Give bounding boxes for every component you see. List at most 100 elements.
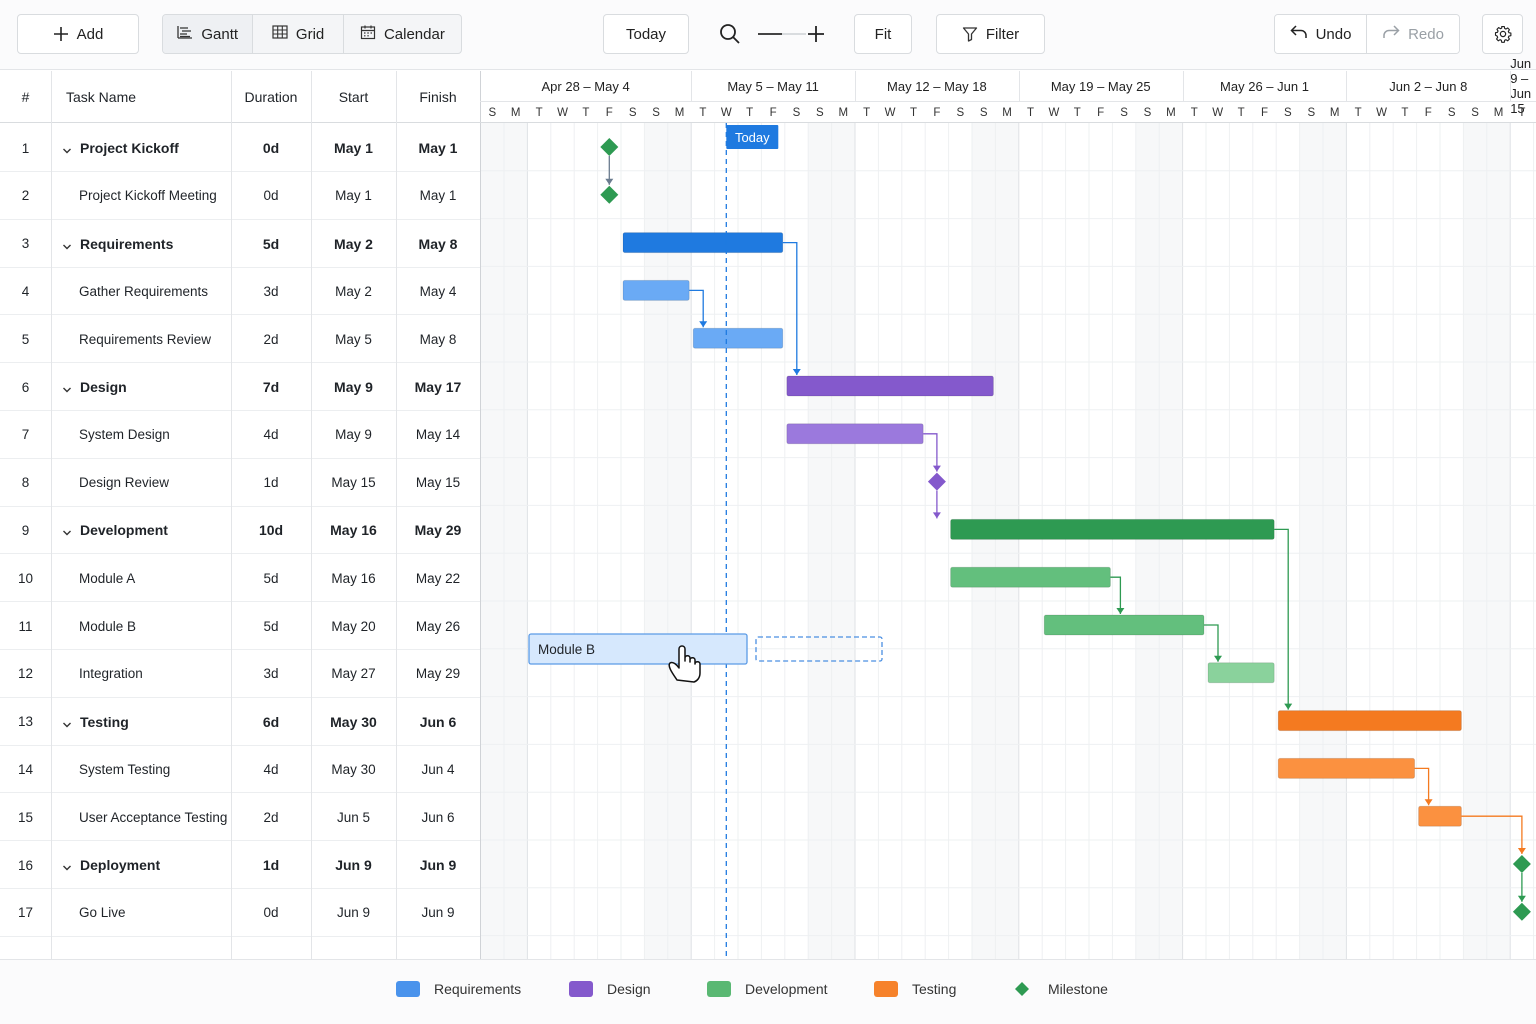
chevron-down-icon[interactable]: [62, 717, 72, 728]
duration-cell[interactable]: 5d: [263, 570, 279, 586]
finish-cell[interactable]: May 14: [415, 427, 461, 443]
finish-cell[interactable]: May 26: [415, 618, 461, 634]
summary-bar[interactable]: [622, 232, 784, 254]
summary-bar[interactable]: [1277, 710, 1462, 732]
duration-cell[interactable]: 6d: [262, 713, 280, 730]
task-name-cell[interactable]: Requirements Review: [79, 315, 231, 363]
today-button[interactable]: Today: [603, 14, 689, 54]
col-start-header[interactable]: Start: [338, 89, 369, 105]
finish-cell[interactable]: May 15: [415, 475, 461, 491]
summary-row[interactable]: 16 Deployment 1d Jun 9 Jun 9: [0, 841, 480, 889]
duration-cell[interactable]: 0d: [262, 140, 280, 156]
tab-calendar[interactable]: Calendar: [344, 15, 461, 53]
milestone-marker[interactable]: [600, 138, 619, 156]
start-cell[interactable]: May 5: [335, 331, 372, 347]
col-finish-header[interactable]: Finish: [419, 89, 457, 105]
finish-cell[interactable]: Jun 9: [421, 905, 455, 921]
start-cell[interactable]: May 2: [334, 235, 373, 252]
splitter[interactable]: [480, 71, 481, 959]
task-name-cell[interactable]: Project Kickoff: [62, 124, 231, 172]
chevron-down-icon[interactable]: [62, 239, 72, 250]
duration-cell[interactable]: 5d: [263, 618, 279, 634]
settings-button[interactable]: [1482, 14, 1523, 54]
zoom-search-icon[interactable]: [718, 22, 742, 46]
task-bar[interactable]: [1418, 805, 1462, 827]
chevron-down-icon[interactable]: [62, 143, 72, 154]
start-cell[interactable]: May 9: [335, 427, 372, 443]
col-num-header[interactable]: #: [21, 89, 30, 105]
start-cell[interactable]: May 1: [334, 140, 373, 156]
task-bar[interactable]: [950, 566, 1111, 588]
finish-cell[interactable]: May 22: [415, 570, 461, 586]
chevron-down-icon[interactable]: [62, 860, 72, 871]
duration-cell[interactable]: 7d: [262, 379, 280, 395]
milestone-marker[interactable]: [1512, 902, 1531, 921]
task-name-cell[interactable]: System Testing: [79, 745, 231, 793]
task-name-cell[interactable]: Testing: [62, 698, 231, 746]
duration-cell[interactable]: 3d: [263, 283, 279, 299]
task-name-cell[interactable]: Module A: [79, 554, 231, 602]
finish-cell[interactable]: May 1: [419, 188, 457, 204]
col-name-header[interactable]: Task Name: [66, 89, 137, 105]
finish-cell[interactable]: Jun 6: [421, 809, 455, 825]
finish-cell[interactable]: May 1: [418, 140, 458, 156]
task-name-cell[interactable]: Deployment: [62, 841, 231, 889]
summary-bar[interactable]: [950, 518, 1275, 540]
fit-button[interactable]: Fit: [854, 14, 912, 54]
task-name-cell[interactable]: System Design: [79, 411, 231, 459]
summary-row[interactable]: 9 Development 10d May 16 May 29: [0, 506, 480, 555]
tab-gantt[interactable]: Gantt: [163, 15, 254, 53]
start-cell[interactable]: Jun 9: [335, 857, 372, 873]
table-row[interactable]: 5 Requirements Review 2d May 5 May 8: [0, 315, 480, 364]
task-name-cell[interactable]: Project Kickoff Meeting: [79, 172, 231, 220]
table-row[interactable]: 7 System Design 4d May 9 May 14: [0, 411, 480, 459]
finish-cell[interactable]: Jun 4: [421, 761, 455, 777]
redo-button[interactable]: Redo: [1367, 15, 1459, 53]
zoom-in-icon[interactable]: [806, 24, 826, 44]
duration-cell[interactable]: 1d: [262, 857, 280, 873]
summary-row[interactable]: 3 Requirements 5d May 2 May 8: [0, 220, 480, 268]
task-name-cell[interactable]: Module B: [79, 602, 231, 650]
task-name-cell[interactable]: Requirements: [62, 220, 231, 268]
summary-row[interactable]: 13 Testing 6d May 30 Jun 6: [0, 698, 480, 746]
task-name-cell[interactable]: User Acceptance Testing: [79, 793, 231, 841]
task-bar[interactable]: [1043, 614, 1205, 636]
task-name-cell[interactable]: Go Live: [79, 889, 231, 937]
table-row[interactable]: 8 Design Review 1d May 15 May 15: [0, 459, 480, 507]
tab-grid[interactable]: Grid: [253, 15, 344, 53]
start-cell[interactable]: May 27: [331, 666, 376, 682]
duration-cell[interactable]: 1d: [263, 475, 279, 491]
finish-cell[interactable]: Jun 6: [419, 713, 457, 730]
task-bar[interactable]: [786, 423, 924, 445]
zoom-slider[interactable]: [758, 33, 806, 35]
duration-cell[interactable]: 2d: [263, 331, 279, 347]
table-row[interactable]: 4 Gather Requirements 3d May 2 May 4: [0, 267, 480, 316]
task-bar[interactable]: [1207, 662, 1275, 684]
chevron-down-icon[interactable]: [62, 525, 72, 536]
finish-cell[interactable]: Jun 9: [419, 857, 457, 873]
finish-cell[interactable]: May 4: [419, 283, 457, 299]
drag-preview-bar[interactable]: [528, 633, 748, 665]
table-row[interactable]: 12 Integration 3d May 27 May 29: [0, 650, 480, 698]
add-button[interactable]: Add: [17, 14, 139, 54]
start-cell[interactable]: May 15: [331, 475, 376, 491]
duration-cell[interactable]: 5d: [262, 235, 280, 252]
duration-cell[interactable]: 4d: [263, 427, 279, 443]
finish-cell[interactable]: May 8: [419, 331, 457, 347]
table-row[interactable]: 11 Module B 5d May 20 May 26: [0, 602, 480, 650]
start-cell[interactable]: May 30: [331, 761, 376, 777]
table-row[interactable]: 2 Project Kickoff Meeting 0d May 1 May 1: [0, 172, 480, 220]
start-cell[interactable]: Jun 9: [336, 905, 371, 921]
table-row[interactable]: 14 System Testing 4d May 30 Jun 4: [0, 745, 480, 794]
start-cell[interactable]: May 16: [330, 522, 377, 539]
duration-cell[interactable]: 3d: [263, 666, 279, 682]
summary-row[interactable]: 1 Project Kickoff 0d May 1 May 1: [0, 124, 480, 172]
finish-cell[interactable]: May 17: [414, 379, 462, 395]
milestone-marker[interactable]: [600, 185, 619, 204]
undo-button[interactable]: Undo: [1275, 15, 1367, 53]
start-cell[interactable]: May 2: [335, 283, 372, 299]
task-name-cell[interactable]: Development: [62, 506, 231, 554]
duration-cell[interactable]: 10d: [258, 522, 284, 539]
duration-cell[interactable]: 0d: [263, 905, 279, 921]
start-cell[interactable]: May 20: [331, 618, 376, 634]
